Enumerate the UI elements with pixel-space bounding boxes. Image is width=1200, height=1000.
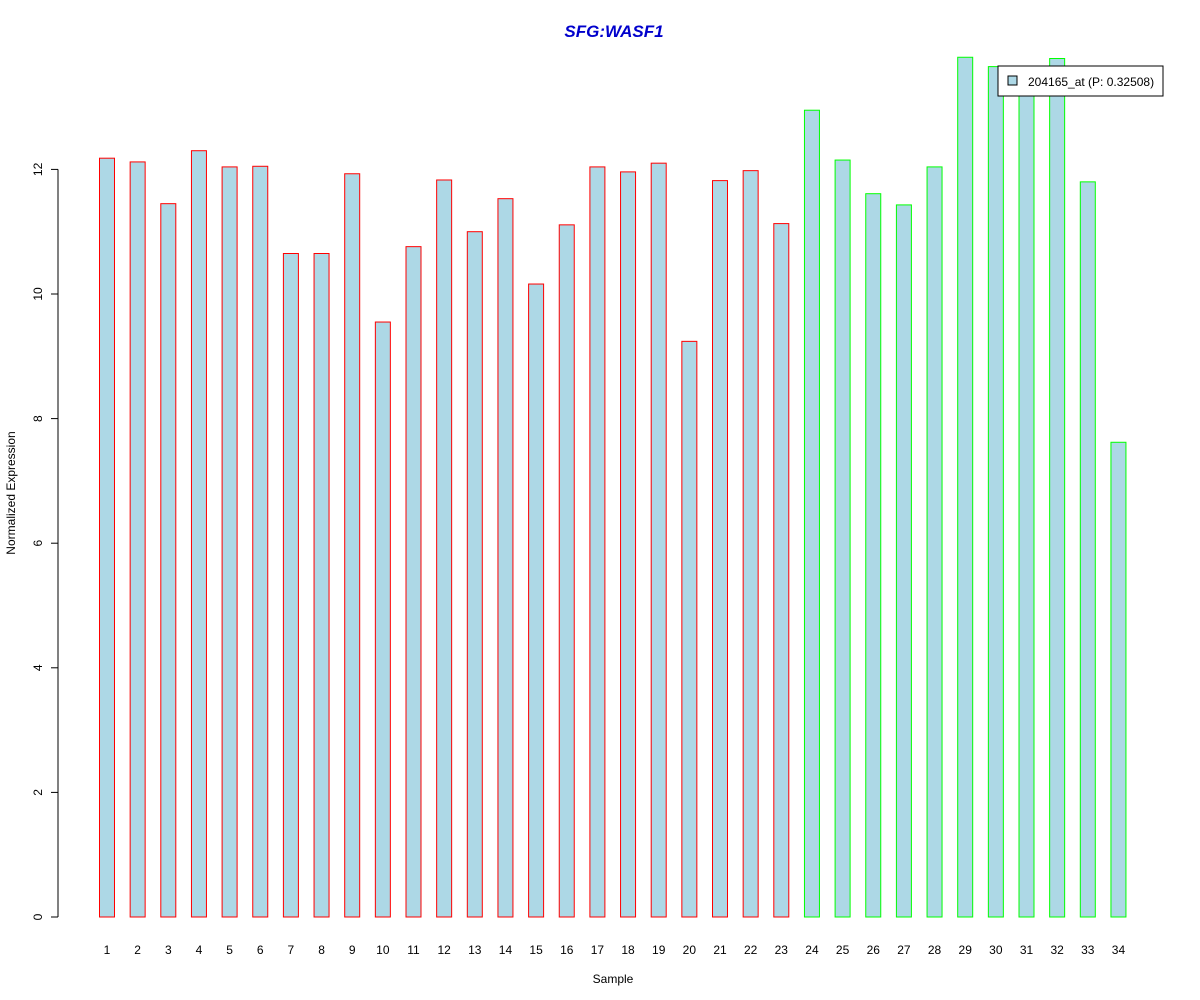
bar-sample-34 (1110, 441, 1127, 918)
y-tick-label: 12 (31, 162, 45, 176)
bar-sample-22 (742, 170, 759, 918)
x-tick-label: 15 (529, 943, 543, 957)
bar-sample-8 (313, 253, 330, 918)
bar-sample-14 (497, 198, 514, 918)
bar-sample-26 (865, 193, 882, 918)
x-tick-label: 2 (134, 943, 141, 957)
bar-sample-28 (926, 166, 943, 918)
y-tick-label: 4 (31, 664, 45, 671)
y-tick-label: 2 (31, 789, 45, 796)
x-tick-label: 22 (744, 943, 758, 957)
x-tick-label: 32 (1050, 943, 1064, 957)
bar-sample-15 (528, 283, 545, 918)
x-tick-label: 11 (407, 943, 420, 957)
x-tick-label: 23 (775, 943, 789, 957)
x-tick-label: 28 (928, 943, 942, 957)
legend: 204165_at (P: 0.32508) (997, 65, 1164, 97)
x-tick-label: 14 (499, 943, 513, 957)
x-tick-label: 18 (621, 943, 635, 957)
bar-sample-29 (957, 56, 974, 918)
bar-sample-27 (895, 204, 912, 918)
bar-sample-17 (589, 166, 606, 918)
x-tick-label: 25 (836, 943, 850, 957)
x-tick-label: 24 (805, 943, 819, 957)
x-tick-label: 3 (165, 943, 172, 957)
bar-sample-3 (160, 203, 177, 918)
x-tick-label: 12 (437, 943, 451, 957)
x-tick-label: 16 (560, 943, 574, 957)
bars-group (99, 56, 1127, 918)
x-tick-label: 8 (318, 943, 325, 957)
x-tick-label: 7 (288, 943, 295, 957)
legend-swatch (1007, 75, 1018, 86)
bar-sample-9 (344, 173, 361, 918)
legend-box (997, 65, 1164, 97)
bar-sample-20 (681, 340, 698, 918)
bar-sample-6 (252, 165, 269, 918)
bar-sample-12 (436, 179, 453, 918)
x-tick-label: 9 (349, 943, 356, 957)
x-tick-labels: 1 2 3 4 5 6 7 8 9 10 11 12 13 14 15 16 17 18 19 20 21 22 23 24 2… (104, 943, 1126, 957)
x-tick-label: 10 (376, 943, 390, 957)
bar-sample-23 (773, 223, 790, 918)
bar-sample-5 (221, 166, 238, 918)
bar-sample-7 (282, 253, 299, 918)
x-tick-label: 33 (1081, 943, 1095, 957)
x-tick-label: 31 (1020, 943, 1034, 957)
y-tick-label: 8 (31, 415, 45, 422)
bar-sample-2 (129, 161, 146, 918)
bar-sample-18 (620, 171, 637, 918)
bar-sample-25 (834, 159, 851, 918)
y-tick-label: 0 (31, 913, 45, 920)
x-tick-label: 5 (226, 943, 233, 957)
chart-title: SFG:WASF1 (564, 22, 663, 41)
x-tick-label: 4 (196, 943, 203, 957)
y-tick-label: 6 (31, 540, 45, 547)
bar-sample-19 (650, 162, 667, 918)
bar-sample-21 (712, 180, 728, 918)
x-tick-label: 29 (959, 943, 973, 957)
bar-sample-24 (803, 109, 820, 918)
x-tick-label: 21 (713, 943, 727, 957)
x-tick-label: 20 (683, 943, 697, 957)
bar-sample-32 (1049, 58, 1066, 918)
y-tick-label: 10 (31, 287, 45, 301)
x-tick-label: 6 (257, 943, 264, 957)
x-tick-label: 34 (1112, 943, 1126, 957)
x-tick-label: 17 (591, 943, 605, 957)
legend-label: 204165_at (P: 0.32508) (1028, 75, 1154, 89)
x-tick-label: 1 (104, 943, 111, 957)
bar-sample-16 (558, 224, 575, 918)
y-axis: 0 2 4 6 8 10 12 (31, 162, 59, 920)
x-tick-label: 19 (652, 943, 666, 957)
x-tick-label: 13 (468, 943, 482, 957)
bar-sample-33 (1079, 181, 1096, 918)
bar-sample-10 (374, 321, 391, 918)
x-axis-title: Sample (593, 972, 634, 986)
bar-sample-13 (466, 231, 483, 918)
y-axis-title: Normalized Expression (4, 431, 18, 554)
x-tick-label: 26 (867, 943, 881, 957)
x-tick-label: 30 (989, 943, 1003, 957)
bar-sample-31 (1018, 78, 1035, 918)
x-tick-label: 27 (897, 943, 911, 957)
bar-sample-11 (405, 246, 422, 918)
bar-sample-4 (190, 150, 207, 918)
bar-sample-30 (987, 66, 1004, 918)
bar-sample-1 (99, 157, 115, 918)
